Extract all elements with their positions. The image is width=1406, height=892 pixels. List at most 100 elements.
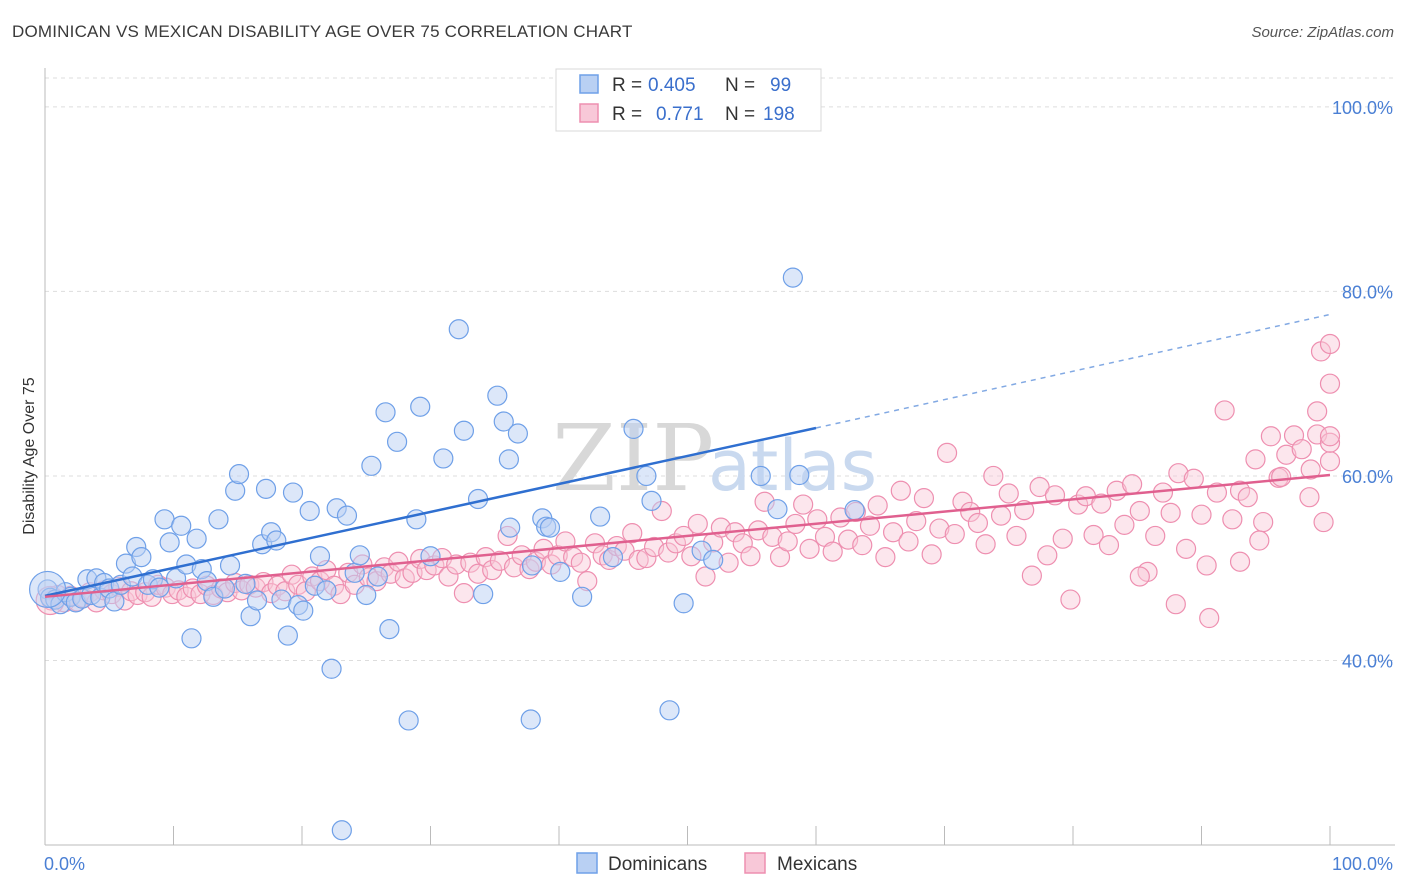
mexicans-point <box>1168 463 1189 484</box>
mexicans-point <box>732 533 753 554</box>
dominicans-point <box>214 578 235 599</box>
mexicans-point <box>1319 432 1341 453</box>
dominicans-point <box>420 546 441 567</box>
dominicans-point <box>659 700 680 721</box>
dominicans-trend-line <box>44 426 817 598</box>
mexicans-point <box>890 480 911 501</box>
dominicans-point <box>386 431 408 452</box>
mexicans-point <box>944 523 965 545</box>
mexicans-point <box>975 534 996 555</box>
mexicans-point <box>1114 514 1135 535</box>
legend-r-label-1: R = <box>612 75 642 96</box>
mexicans-point <box>1249 530 1270 551</box>
dominicans-point <box>572 586 593 607</box>
mexicans-point <box>1319 451 1341 472</box>
mexicans-point <box>882 522 904 543</box>
mexicans-point <box>1260 426 1281 447</box>
dominicans-point <box>636 465 657 487</box>
mexicans-point <box>859 515 881 536</box>
dominicans-point <box>361 455 382 476</box>
dominicans-point <box>623 418 644 439</box>
mexicans-point <box>453 583 475 604</box>
mexicans-point <box>1021 565 1042 586</box>
dominicans-point <box>844 499 865 521</box>
y-axis-label: Disability Age Over 75 <box>21 377 38 535</box>
x-tick-label: 0.0% <box>44 854 85 874</box>
dominicans-point <box>379 619 400 640</box>
mexicans-point <box>929 518 950 539</box>
mexicans-point <box>1237 487 1258 508</box>
dominicans-point <box>219 555 241 576</box>
dominicans-point <box>782 267 803 288</box>
dominicans-point <box>277 625 298 646</box>
mexicans-point <box>1196 555 1217 576</box>
mexicans-point <box>952 491 973 512</box>
mexicans-point <box>1145 525 1166 547</box>
dominicans-point <box>493 411 514 432</box>
mexicans-point <box>1083 524 1104 546</box>
dominicans-point <box>309 546 331 567</box>
mexicans-point <box>867 495 888 516</box>
source-label: Source: ZipAtlas.com <box>1251 24 1394 41</box>
dominicans-point <box>282 482 304 503</box>
dominicans-point <box>356 584 377 606</box>
mexicans-point <box>1307 401 1328 422</box>
dominicans-point <box>225 480 246 501</box>
dominicans-point <box>673 593 694 614</box>
dominicans-point <box>349 545 370 566</box>
mexicans-point <box>1129 500 1150 522</box>
chart-title: DOMINICAN VS MEXICAN DISABILITY AGE OVER… <box>12 22 633 41</box>
grid-layer <box>45 77 1395 661</box>
legend-n-value-mexicans: 198 <box>763 104 795 125</box>
dominicans-point <box>316 580 337 601</box>
bottom-legend-dominicans: Dominicans <box>608 854 707 875</box>
dominicans-point <box>453 420 475 441</box>
dominicans-point <box>750 465 771 487</box>
mexicans-point <box>1319 333 1341 355</box>
dominicans-trend-extension <box>815 313 1331 429</box>
dominicans-point <box>293 600 314 621</box>
mexicans-point <box>1291 439 1312 460</box>
mexicans-point <box>793 494 814 515</box>
bottom-legend-swatch-dominicans <box>576 852 598 874</box>
dominicans-point <box>539 517 561 538</box>
mexicans-point <box>1319 373 1341 394</box>
mexicans-point <box>1052 528 1073 549</box>
trend-lines <box>44 313 1331 599</box>
bottom-legend-swatch-mexicans <box>744 852 766 874</box>
mexicans-point <box>936 442 958 463</box>
dominicans-point <box>367 566 388 587</box>
legend-r-value-mexicans: 0.771 <box>656 104 704 125</box>
mexicans-point <box>921 544 942 565</box>
mexicans-point <box>1129 566 1150 587</box>
dominicans-point <box>498 449 519 470</box>
mexicans-point <box>1175 538 1197 559</box>
mexicans-point <box>622 523 643 544</box>
dominicans-point <box>131 547 152 568</box>
mexicans-point <box>1165 594 1186 615</box>
dominicans-point <box>602 547 624 568</box>
mexicans-point <box>822 541 843 562</box>
dominicans-point <box>171 515 192 536</box>
mexicans-point <box>1191 504 1212 525</box>
mexicans-point <box>998 483 1019 504</box>
dominicans-point <box>159 532 180 553</box>
mexicans-point <box>1222 509 1243 530</box>
dominicans-point <box>703 549 724 571</box>
mexicans-point <box>799 538 820 559</box>
mexicans-point <box>438 566 459 587</box>
dominicans-point <box>228 464 250 485</box>
bottom-legend: Dominicans Mexicans <box>576 852 857 875</box>
dominicans-point <box>550 561 571 583</box>
legend-r-value-dominicans: 0.405 <box>648 75 696 96</box>
mexicans-point <box>913 487 935 509</box>
dominicans-point <box>590 506 611 527</box>
dominicans-point <box>28 570 67 609</box>
dominicans-point <box>500 517 521 538</box>
mexicans-point <box>1319 426 1341 447</box>
mexicans-point <box>898 531 919 552</box>
mexicans-point <box>1091 493 1112 514</box>
axis-layer: 40.0% 60.0% 80.0% 100.0% 0.0% 100.0% <box>44 68 1395 874</box>
mexicans-point <box>687 513 708 535</box>
dominicans-point <box>181 628 202 649</box>
